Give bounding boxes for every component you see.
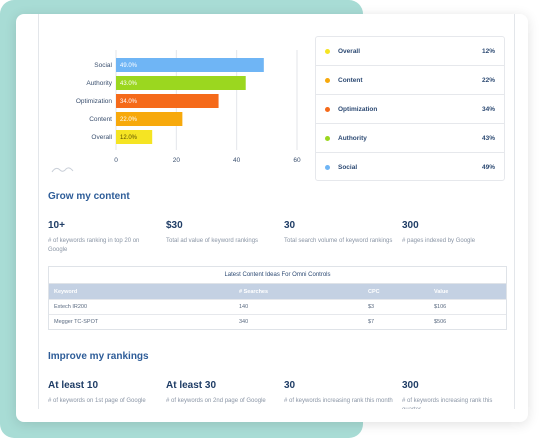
legend-dot-content [325,77,330,83]
bar-content [116,112,183,126]
legend-value: 12% [481,47,495,55]
improve-section-title: Improve my rankings [48,351,149,362]
legend-dot-social [325,165,330,170]
grow-stat-pages-indexed: 300 # pages indexed by Google [402,220,512,246]
table-header-row: Keyword # Searches CPC Value [49,284,506,299]
cell-cpc: $7 [368,319,375,325]
grow-stat-keywords-top20: 10+ # of keywords ranking in top 20 on G… [48,220,158,254]
stat-description: # of keywords on 1st page of Google [48,398,146,404]
stat-value: At least 30 [166,380,217,391]
data-label: 43.0% [120,81,138,87]
improve-stat-first-page: At least 10 # of keywords on 1st page of… [48,380,158,406]
legend-label: Authority [338,134,367,142]
report-card: 0 20 40 60 Social 49.0% Authority 43.0% Optimiza… [16,14,528,422]
column-header-keyword[interactable]: Keyword [54,288,78,295]
bar-chart-svg: 0 20 40 60 Social 49.0% Authority 43.0% Optimiza… [76,50,301,164]
legend-item-authority: Authority 43% [316,124,504,153]
table-row[interactable]: Megger TC-SPOT 340 $7 $506 [49,314,506,329]
stat-value: 10+ [48,220,65,231]
category-label: Overall [91,134,112,141]
stat-description: # of keywords increasing rank this month [284,398,393,404]
cell-value: $506 [434,319,447,325]
cell-searches: 140 [239,304,249,310]
improve-stat-second-page: At least 30 # of keywords on 2nd page of… [166,380,276,406]
cell-value: $106 [434,304,447,310]
category-label: Authority [86,80,112,87]
table-row[interactable]: Extech IR200 140 $3 $106 [49,299,506,314]
category-label: Content [89,116,112,123]
stat-value: $30 [166,220,183,231]
cell-keyword: Megger TC-SPOT [54,319,99,325]
x-tick-label: 40 [233,157,241,164]
stat-value: At least 10 [48,380,99,391]
stat-value: 300 [402,220,419,231]
legend-item-social: Social 49% [316,153,504,182]
stat-description: Total search volume of keyword rankings [284,238,393,244]
cell-searches: 340 [239,319,249,325]
legend-value: 49% [481,164,495,171]
score-legend: Overall 12% Content 22% Optimization 34%… [315,36,505,181]
column-header-searches[interactable]: # Searches [239,288,269,295]
legend-label: Social [338,164,358,171]
legend-dot-optimization [325,106,330,112]
x-tick-label: 0 [114,157,118,164]
legend-item-content: Content 22% [316,66,504,95]
column-header-value[interactable]: Value [434,288,449,295]
legend-item-optimization: Optimization 34% [316,95,504,124]
legend-dot-authority [325,135,330,141]
loading-spinner-icon [51,167,74,173]
content-ideas-table: Latest Content Ideas For Omni Controls K… [48,266,507,330]
bar-authority [116,76,246,90]
score-bar-chart: 0 20 40 60 Social 49.0% Authority 43.0% Optimiza… [39,14,309,174]
bar-optimization [116,94,219,108]
stat-value: 30 [284,220,296,231]
legend-value: 22% [481,76,495,84]
category-label: Social [94,62,112,69]
report-content: 0 20 40 60 Social 49.0% Authority 43.0% Optimiza… [38,14,515,409]
grow-section-title: Grow my content [48,191,130,202]
x-tick-label: 20 [173,157,181,164]
legend-label: Overall [338,47,361,55]
bar-social [116,58,264,72]
legend-value: 34% [481,105,495,113]
improve-stat-increasing-quarter: 300 # of keywords increasing rank this q… [402,380,512,409]
category-label: Optimization [76,98,113,105]
data-label: 49.0% [120,63,138,69]
legend-item-overall: Overall 12% [316,37,504,66]
legend-label: Optimization [338,105,378,113]
stat-value: 300 [402,380,419,391]
table-title: Latest Content Ideas For Omni Controls [49,267,506,284]
legend-dot-overall [325,48,330,54]
stat-description: # of keywords increasing rank this quart… [402,398,493,409]
stat-description: Total ad value of keyword rankings [166,238,259,244]
cell-keyword: Extech IR200 [54,304,88,310]
improve-stat-increasing-month: 30 # of keywords increasing rank this mo… [284,380,394,406]
data-label: 12.0% [120,135,138,141]
cell-cpc: $3 [368,304,375,310]
legend-label: Content [338,76,363,84]
stat-description: # of keywords on 2nd page of Google [166,398,266,404]
stat-description: # of keywords ranking in top 20 on Googl… [48,238,140,253]
column-header-cpc[interactable]: CPC [368,288,380,295]
data-label: 22.0% [120,117,138,123]
grow-stat-search-volume: 30 Total search volume of keyword rankin… [284,220,394,246]
legend-value: 43% [481,134,495,142]
bar-overall [116,130,153,144]
x-tick-label: 60 [293,157,301,164]
data-label: 34.0% [120,99,138,105]
stat-description: # pages indexed by Google [402,238,476,244]
stat-value: 30 [284,380,296,391]
grow-stat-ad-value: $30 Total ad value of keyword rankings [166,220,276,246]
